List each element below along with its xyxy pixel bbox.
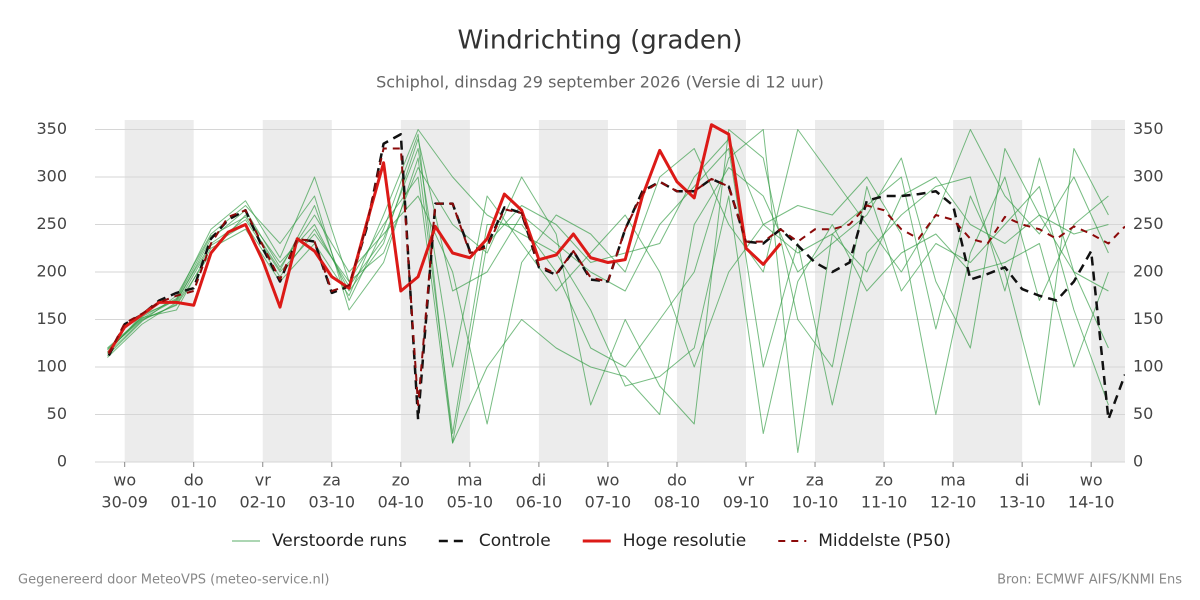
- x-tick-label: zo: [392, 471, 410, 490]
- y2-tick-label: 0: [1133, 452, 1143, 471]
- x-tick-label: ma: [457, 471, 482, 490]
- ensemble-line: [107, 129, 1109, 425]
- footer-left: Gegenereerd door MeteoVPS (meteo-service…: [18, 573, 329, 588]
- y-tick-label: 350: [36, 119, 67, 138]
- y-tick-label: 200: [36, 262, 67, 281]
- x-tick-date: 14-10: [1068, 493, 1115, 512]
- x-tick-label: wo: [113, 471, 136, 490]
- x-tick-date: 12-10: [930, 493, 977, 512]
- day-band: [124, 120, 194, 462]
- footer-right: Bron: ECMWF AIFS/KNMI Ens: [997, 573, 1182, 588]
- x-tick-label: di: [1015, 471, 1030, 490]
- legend-label: Middelste (P50): [818, 531, 951, 551]
- y2-tick-label: 300: [1133, 167, 1164, 186]
- y-tick-label: 300: [36, 167, 67, 186]
- legend-label: Hoge resolutie: [623, 531, 747, 551]
- day-band: [538, 120, 608, 462]
- y-tick-label: 100: [36, 357, 67, 376]
- x-tick-date: 02-10: [240, 493, 287, 512]
- y2-tick-label: 50: [1133, 404, 1153, 423]
- y2-tick-label: 350: [1133, 119, 1164, 138]
- chart-title: Windrichting (graden): [457, 26, 742, 56]
- ensemble-line: [107, 129, 1109, 425]
- x-tick-label: za: [806, 471, 824, 490]
- x-tick-label: vr: [738, 471, 754, 490]
- y2-tick-label: 100: [1133, 357, 1164, 376]
- legend: Verstoorde runs Controle Hoge resolutie Mid…: [232, 531, 951, 551]
- ensemble-line: [107, 129, 1109, 453]
- x-tick-label: wo: [1080, 471, 1103, 490]
- legend-label: Controle: [479, 531, 551, 551]
- x-tick-date: 09-10: [723, 493, 770, 512]
- x-tick-date: 05-10: [447, 493, 494, 512]
- y2-tick-label: 200: [1133, 262, 1164, 281]
- x-tick-date: 30-09: [101, 493, 148, 512]
- legend-label: Verstoorde runs: [272, 531, 407, 551]
- series-line: [107, 123, 782, 354]
- y2-tick-label: 150: [1133, 309, 1164, 328]
- x-tick-label: do: [667, 471, 687, 490]
- series-line: [107, 147, 1125, 406]
- plot-area: [95, 120, 1125, 463]
- x-tick-date: 11-10: [861, 493, 908, 512]
- y-tick-label: 0: [57, 452, 67, 471]
- x-tick-date: 13-10: [999, 493, 1046, 512]
- x-tick-label: do: [184, 471, 204, 490]
- y-tick-label: 50: [47, 404, 67, 423]
- x-tick-date: 06-10: [516, 493, 563, 512]
- ensemble-line: [107, 133, 1109, 444]
- x-tick-label: di: [532, 471, 547, 490]
- y-tick-label: 250: [36, 214, 67, 233]
- x-tick-date: 07-10: [585, 493, 632, 512]
- x-tick-label: ma: [940, 471, 965, 490]
- chart-subtitle: Schiphol, dinsdag 29 september 2026 (Ver…: [376, 73, 824, 92]
- day-band: [953, 120, 1023, 462]
- day-band: [815, 120, 885, 462]
- x-tick-date: 10-10: [792, 493, 839, 512]
- x-tick-label: za: [323, 471, 341, 490]
- ensemble-line: [107, 129, 1109, 434]
- x-tick-label: zo: [875, 471, 893, 490]
- x-tick-label: vr: [255, 471, 271, 490]
- x-tick-date: 08-10: [654, 493, 701, 512]
- x-tick-label: wo: [596, 471, 619, 490]
- x-tick-date: 01-10: [170, 493, 217, 512]
- y2-tick-label: 250: [1133, 214, 1164, 233]
- x-tick-date: 03-10: [309, 493, 356, 512]
- y-tick-label: 150: [36, 309, 67, 328]
- x-tick-date: 04-10: [378, 493, 425, 512]
